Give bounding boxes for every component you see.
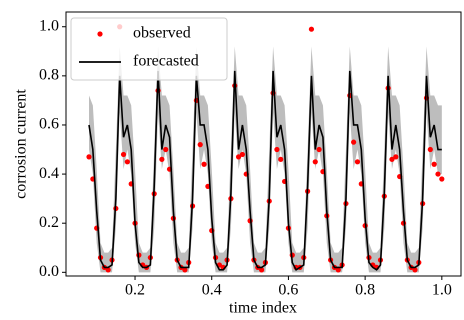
y-tick-label: 0.6 <box>39 116 59 133</box>
observed-point <box>308 26 315 32</box>
observed-point <box>197 142 203 148</box>
observed-point <box>335 267 341 273</box>
x-tick-label: 0.8 <box>355 282 375 299</box>
observed-point <box>412 267 418 273</box>
observed-point <box>86 154 92 160</box>
observed-point <box>351 139 357 145</box>
observed-point <box>354 159 361 165</box>
y-tick-label: 0.8 <box>39 67 59 84</box>
x-tick-label: 0.2 <box>125 282 145 299</box>
observed-point <box>312 159 318 165</box>
observed-point <box>120 151 127 158</box>
observed-point <box>159 156 165 162</box>
x-tick-label: 1.0 <box>432 282 452 299</box>
observed-point <box>427 146 433 153</box>
observed-point <box>439 176 445 182</box>
observed-point <box>274 146 280 153</box>
legend-box <box>70 17 228 81</box>
observed-point <box>258 267 265 273</box>
observed-point <box>278 156 284 162</box>
observed-point <box>435 171 441 177</box>
y-axis-label: corrosion current <box>13 89 30 199</box>
forecast-line <box>88 70 442 272</box>
legend-label: observed <box>133 25 191 42</box>
x-axis-label: time index <box>229 300 297 317</box>
y-tick-label: 1.0 <box>39 17 59 34</box>
observed-point <box>201 161 207 167</box>
observed-point <box>316 146 322 153</box>
plot-frame <box>65 11 462 277</box>
x-tick-label: 0.4 <box>202 282 222 299</box>
legend-label: forecasted <box>133 53 199 70</box>
uncertainty-band <box>89 46 442 273</box>
observed-point <box>239 151 246 158</box>
observed-point <box>124 159 130 165</box>
observed-point <box>389 156 395 162</box>
observed-point <box>235 154 242 160</box>
x-tick-label: 0.6 <box>278 282 298 299</box>
observed-point <box>182 267 188 273</box>
y-tick-label: 0.4 <box>39 165 59 182</box>
observed-point <box>393 154 399 160</box>
observed-point <box>163 146 169 153</box>
observed-point <box>105 267 111 273</box>
y-tick-label: 0.0 <box>39 263 59 280</box>
legend-swatch <box>97 31 103 37</box>
y-tick-label: 0.2 <box>39 214 59 231</box>
observed-point <box>431 161 437 167</box>
